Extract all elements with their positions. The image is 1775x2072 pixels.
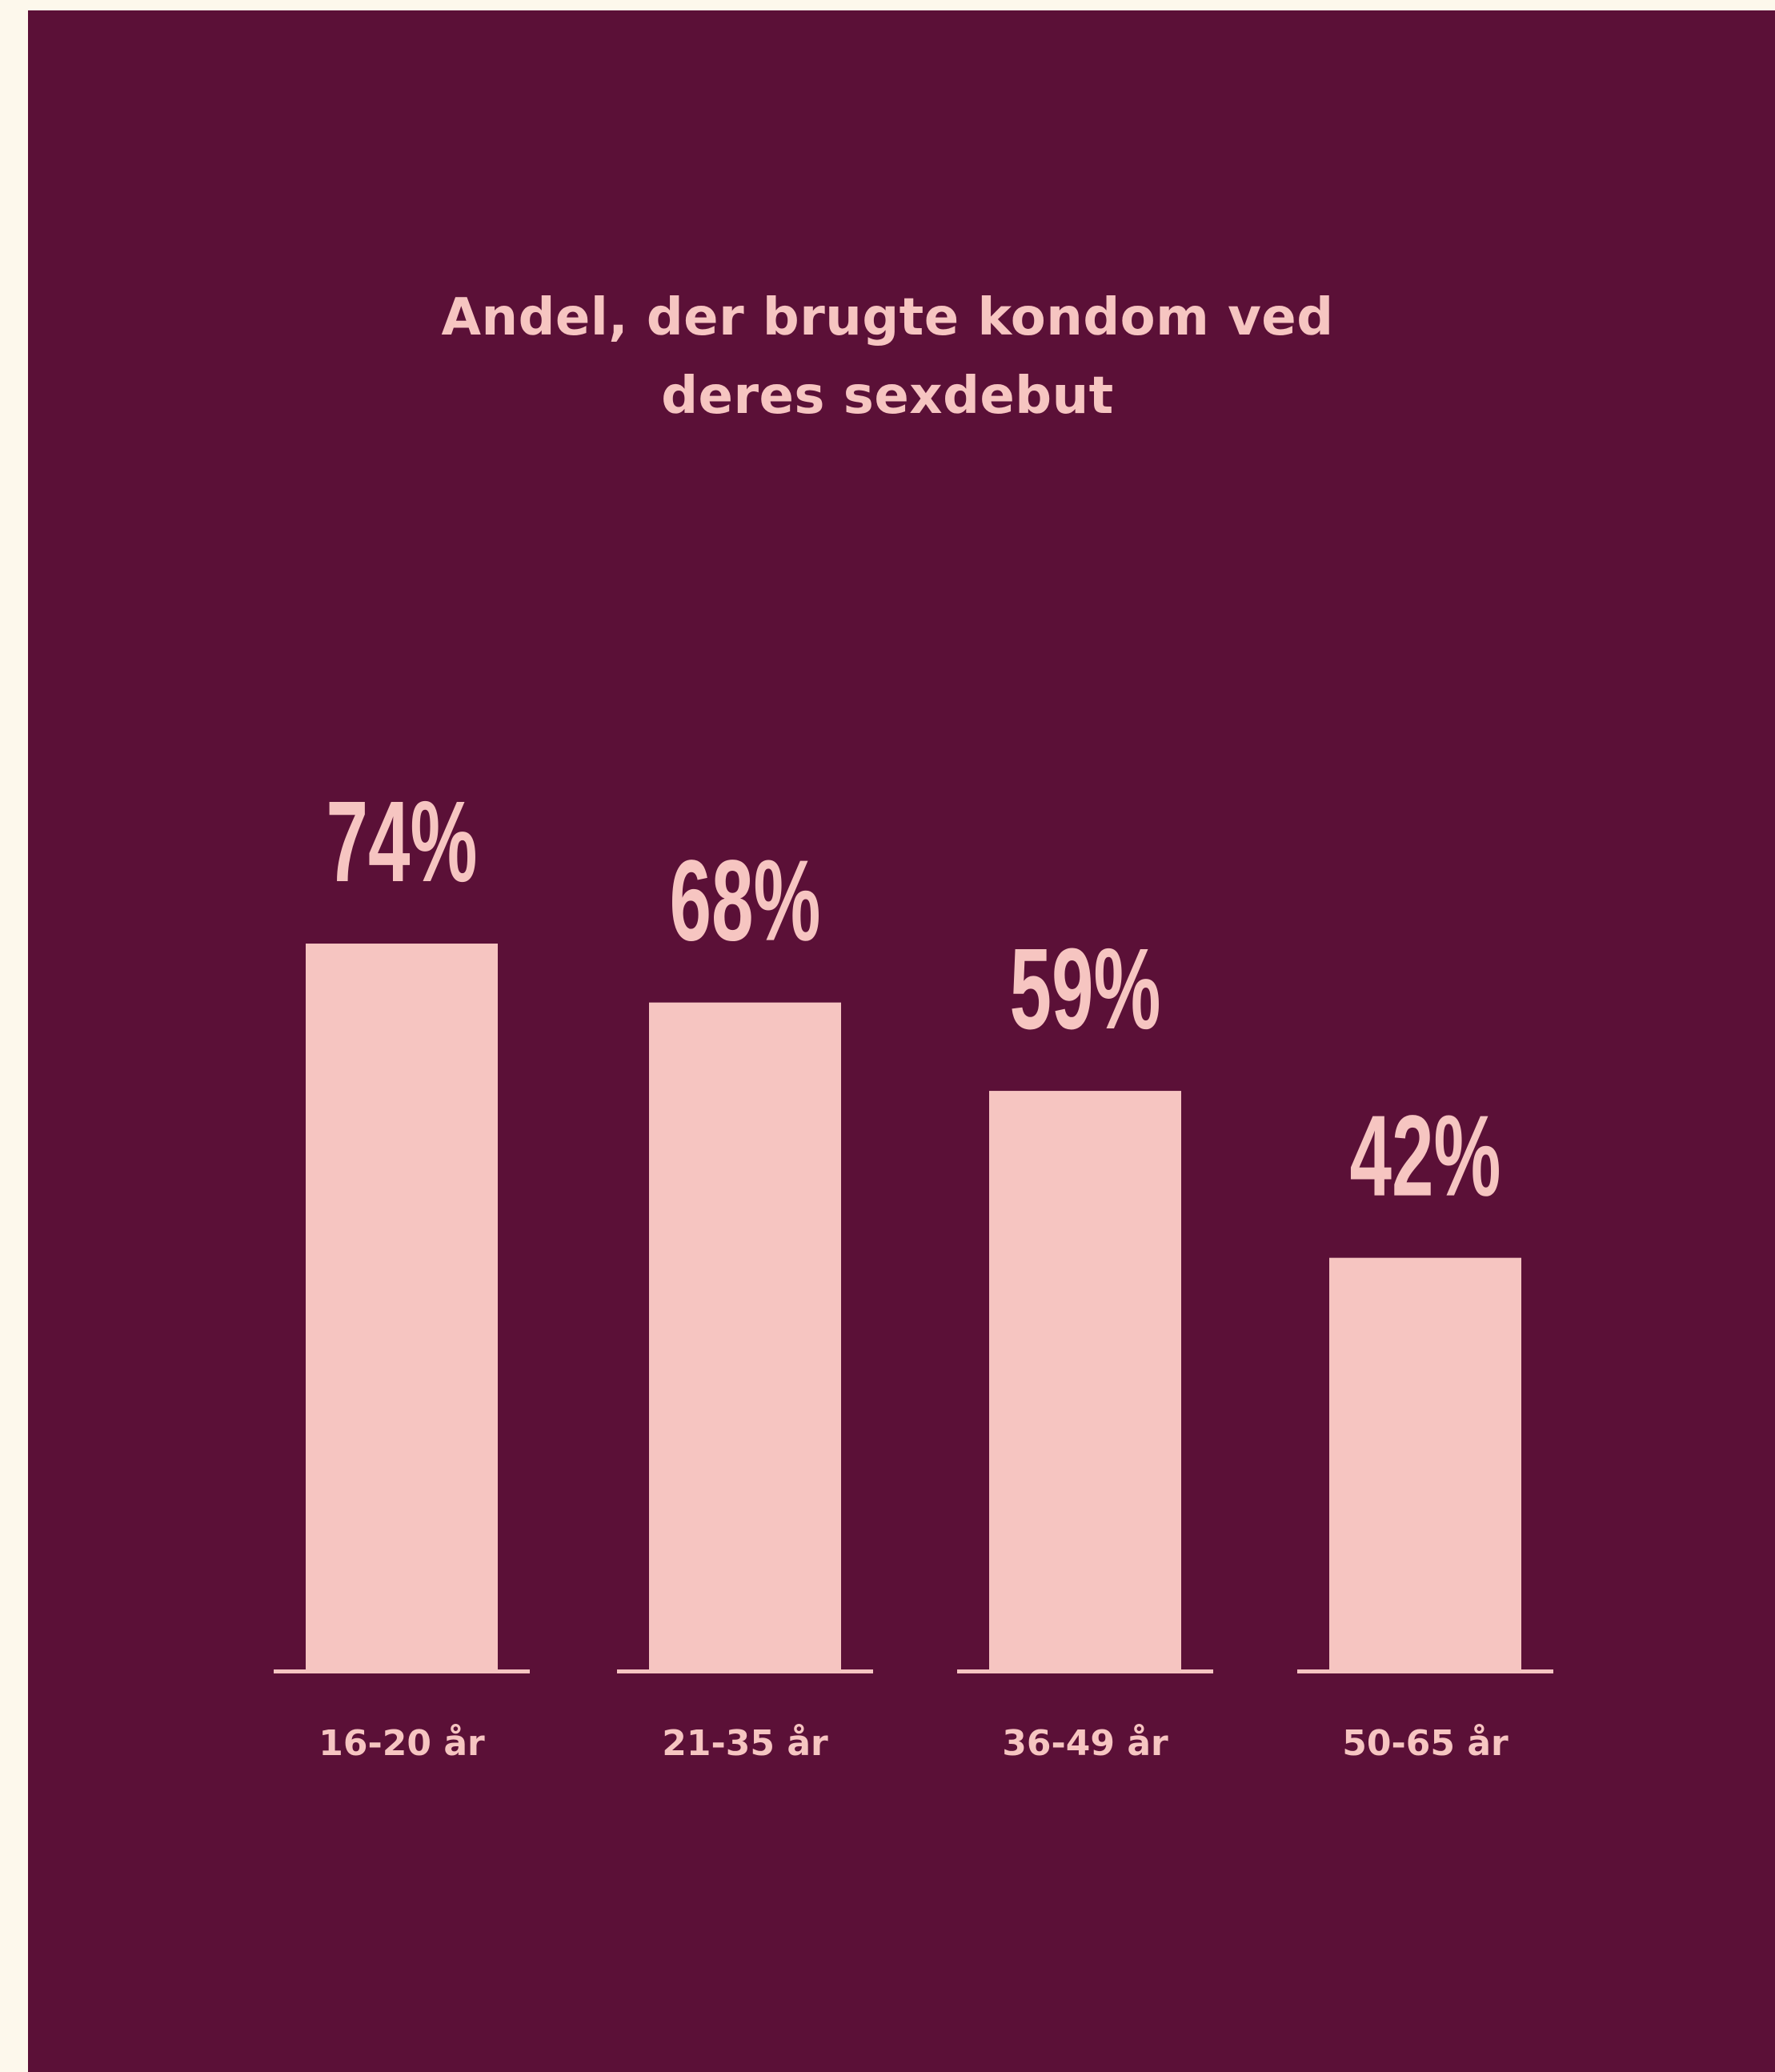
bar-2: [649, 1002, 841, 1670]
bar-1: [306, 944, 498, 1670]
value-label-4: 42%: [1350, 1092, 1501, 1220]
bar-group-2: 68% 21-35 år: [617, 836, 873, 1764]
chart-title: Andel, der brugte kondom ved deres sexde…: [0, 279, 1775, 435]
category-label-4: 50-65 år: [1342, 1723, 1509, 1764]
category-label-3: 36-49 år: [1002, 1723, 1168, 1764]
bars-layer: 74% 16-20 år 68% 21-35 år 59% 36-49 år 42% 50-6…: [274, 777, 1553, 1764]
value-label-2: 68%: [670, 836, 821, 965]
baseline-2: [617, 1669, 873, 1673]
chart-title-line-2: deres sexdebut: [661, 367, 1114, 426]
value-label-3: 59%: [1010, 924, 1161, 1053]
baseline-3: [957, 1669, 1213, 1673]
bar-4: [1329, 1257, 1521, 1670]
bar-group-4: 42% 50-65 år: [1297, 1092, 1553, 1764]
value-label-1: 74%: [327, 777, 478, 906]
bar-3: [989, 1091, 1181, 1670]
bar-group-1: 74% 16-20 år: [274, 777, 530, 1764]
category-label-2: 21-35 år: [662, 1723, 828, 1764]
bar-group-3: 59% 36-49 år: [957, 924, 1213, 1764]
category-label-1: 16-20 år: [319, 1723, 485, 1764]
chart-title-line-1: Andel, der brugte kondom ved: [441, 288, 1334, 347]
baseline-4: [1297, 1669, 1553, 1673]
baseline-1: [274, 1669, 530, 1673]
